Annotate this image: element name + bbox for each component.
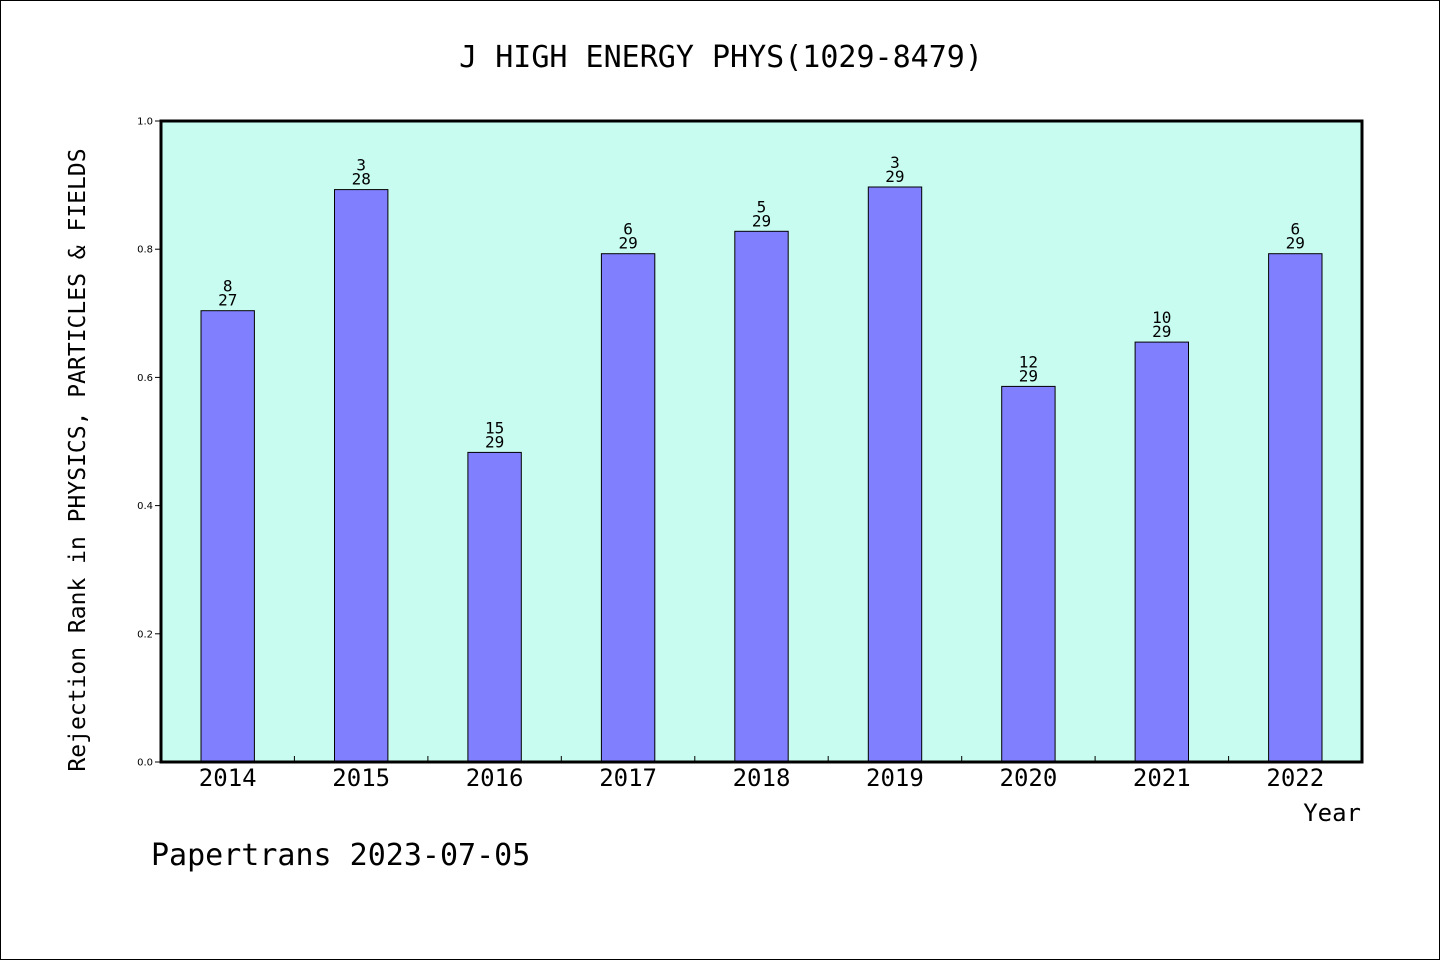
bar [200, 310, 255, 763]
bar-rank-label: 5 [757, 197, 767, 216]
footer-credit: Papertrans 2023-07-05 [151, 838, 530, 873]
x-tick-label: 2015 [332, 764, 390, 792]
bar-rank-label: 3 [356, 156, 366, 175]
bar-rank-label: 15 [485, 418, 504, 437]
x-tick-label: 2020 [1000, 764, 1058, 792]
y-tick-label: 0.0 [137, 758, 153, 769]
y-tick-label: 1.0 [137, 117, 153, 128]
bar [1268, 253, 1323, 763]
bar-total-label: 28 [352, 170, 371, 189]
bar-total-label: 29 [752, 211, 771, 230]
bar-total-label: 29 [1152, 322, 1171, 341]
bar-rank-label: 3 [890, 153, 900, 172]
y-tick-label: 0.6 [137, 373, 153, 384]
bar [467, 451, 522, 763]
x-axis-label: Year [1303, 799, 1361, 827]
bar [1001, 385, 1056, 763]
x-tick-label: 2022 [1266, 764, 1324, 792]
chart-title: J HIGH ENERGY PHYS(1029-8479) [459, 40, 983, 75]
bar [867, 186, 923, 763]
x-tick-label: 2017 [599, 764, 657, 792]
bar [334, 189, 389, 763]
bar-total-label: 27 [218, 291, 237, 310]
y-axis-label: Rejection Rank in PHYSICS, PARTICLES & F… [65, 148, 91, 771]
y-tick-label: 0.4 [137, 501, 153, 512]
bar-total-label: 29 [885, 167, 904, 186]
x-tick-label: 2016 [466, 764, 524, 792]
x-tick-label: 2021 [1133, 764, 1191, 792]
bar-total-label: 29 [485, 432, 504, 451]
y-tick-label: 0.2 [137, 629, 153, 640]
x-axis-ticks: 2014 2015 2016 2017 2018 2019 2020 2021 2022 [199, 756, 1324, 792]
bar-rank-label: 12 [1019, 352, 1038, 371]
bar [734, 230, 789, 763]
y-tick-label: 0.8 [137, 245, 153, 256]
bar-rank-label: 6 [623, 220, 633, 239]
bar-total-label: 29 [1286, 234, 1305, 253]
x-tick-label: 2018 [733, 764, 791, 792]
y-axis-ticks: 0.0 0.2 0.4 0.6 0.8 1.0 [137, 117, 161, 769]
x-tick-label: 2014 [199, 764, 257, 792]
bar-total-label: 29 [1019, 366, 1038, 385]
bar [1134, 341, 1189, 763]
bar-rank-label: 8 [223, 277, 233, 296]
plot-frame [159, 119, 1364, 764]
x-tick-label: 2019 [866, 764, 924, 792]
bar [600, 253, 656, 763]
bar-rank-label: 10 [1152, 308, 1171, 327]
bar-total-label: 29 [618, 234, 637, 253]
bar-rank-label: 6 [1290, 220, 1300, 239]
